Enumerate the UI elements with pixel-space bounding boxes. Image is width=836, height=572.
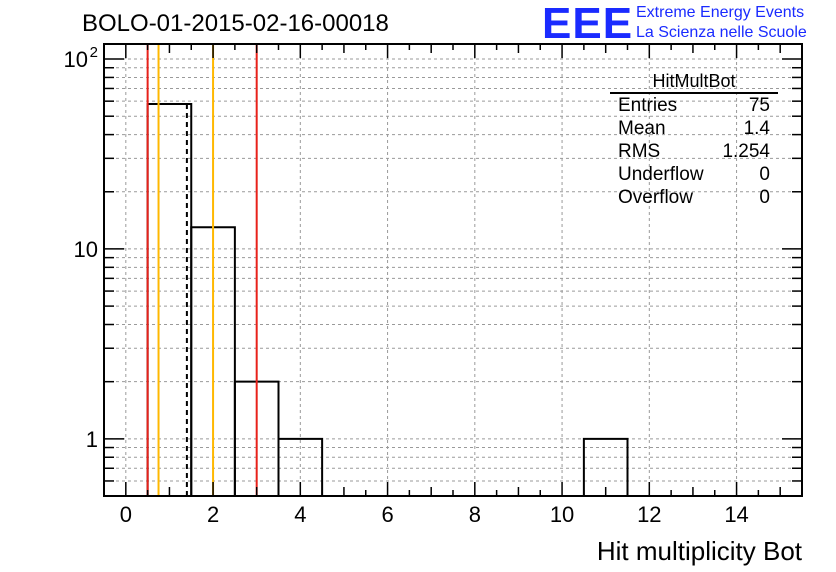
stats-value: 0 (759, 164, 770, 185)
x-tick-label: 14 (724, 502, 748, 527)
chart-title: BOLO-01-2015-02-16-00018 (82, 10, 389, 37)
x-tick-label: 10 (550, 502, 574, 527)
stats-value: 0 (759, 187, 770, 208)
stats-value: 1.4 (743, 118, 770, 139)
stats-box: HitMultBot Entries 75 Mean 1.4 RMS 1.254… (610, 70, 778, 209)
y-tick-exponent: 2 (90, 44, 98, 61)
stats-row-mean: Mean 1.4 (610, 117, 778, 140)
histogram-bin (146, 102, 193, 496)
x-tick-label: 8 (469, 502, 481, 527)
eee-logo: EEE (542, 0, 634, 48)
stats-value: 75 (748, 95, 770, 116)
logo-tagline-1: Extreme Energy Events (636, 4, 805, 21)
x-tick-label: 2 (207, 502, 219, 527)
logo-tagline-2: La Scienza nelle Scuole (636, 24, 807, 41)
x-tick-label: 12 (637, 502, 661, 527)
histogram-bin (277, 437, 324, 496)
stats-label: Overflow (618, 187, 693, 208)
stats-row-entries: Entries 75 (610, 94, 778, 117)
x-tick-label: 0 (120, 502, 132, 527)
y-tick-label: 1 (86, 427, 98, 452)
stats-value: 1.254 (722, 141, 770, 162)
histogram-bin (582, 437, 629, 496)
x-tick-label: 4 (294, 502, 306, 527)
x-axis-label: Hit multiplicity Bot (596, 536, 802, 566)
stats-label: RMS (618, 141, 661, 162)
stats-row-rms: RMS 1.254 (610, 140, 778, 163)
stats-label: Mean (618, 118, 666, 139)
stats-row-underflow: Underflow 0 (610, 163, 778, 186)
y-tick-label: 10 (64, 47, 88, 72)
stats-label: Entries (618, 95, 678, 116)
stats-row-overflow: Overflow 0 (610, 186, 778, 209)
stats-box-title: HitMultBot (610, 70, 778, 94)
x-tick-label: 6 (381, 502, 393, 527)
y-tick-label: 10 (74, 237, 98, 262)
stats-label: Underflow (618, 164, 704, 185)
